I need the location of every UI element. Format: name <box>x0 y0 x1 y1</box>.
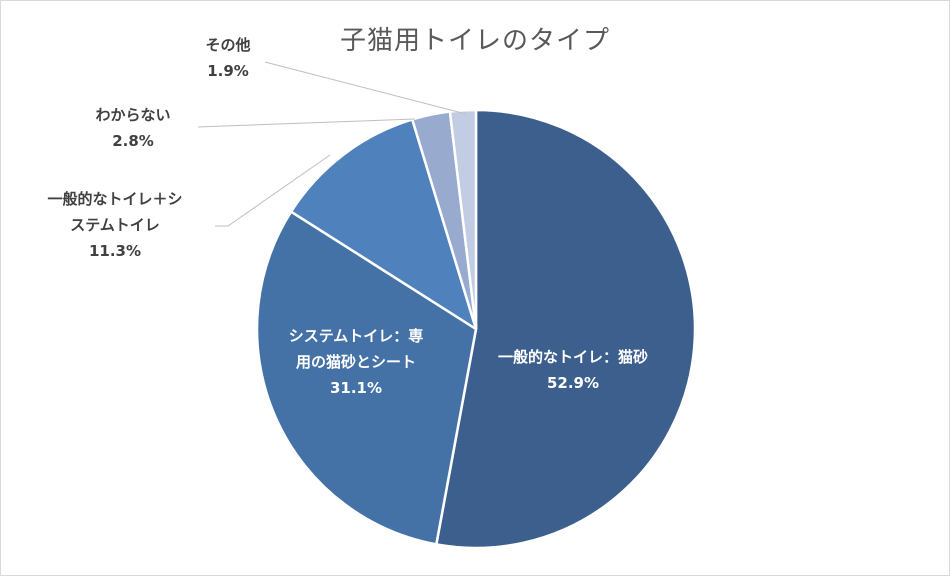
data-label-value: 2.8% <box>112 132 154 150</box>
data-label-3: 一般的なトイレ＋システムトイレ 11.3% <box>47 190 182 260</box>
data-label-category: システムトイレ：専 <box>289 327 424 345</box>
data-label-value: 1.9% <box>207 62 249 80</box>
leader-line-5 <box>264 61 467 115</box>
data-label-category: 一般的なトイレ＋シ <box>47 190 182 208</box>
data-label-5: その他 1.9% <box>205 36 250 80</box>
data-label-category: ステムトイレ <box>70 216 160 234</box>
pie-slice-3 <box>289 118 478 331</box>
leader-line-3 <box>215 154 331 227</box>
data-label-category: その他 <box>205 36 250 54</box>
chart-title: 子猫用トイレのタイプ <box>339 26 610 56</box>
data-label-1: 一般的なトイレ：猫砂 52.9% <box>498 348 648 392</box>
data-label-4: わからない 2.8% <box>95 106 170 150</box>
data-label-category: 用の猫砂とシート <box>296 353 416 371</box>
pie-slices <box>255 108 697 550</box>
data-label-value: 31.1% <box>330 379 382 397</box>
data-label-category: 一般的なトイレ：猫砂 <box>498 348 648 366</box>
pie-slice-5 <box>448 108 478 331</box>
data-labels: 一般的なトイレ：猫砂 52.9% システムトイレ：専用の猫砂とシート 31.1% 一般的… <box>47 36 648 397</box>
data-label-2: システムトイレ：専用の猫砂とシート 31.1% <box>289 327 424 397</box>
data-label-value: 52.9% <box>547 374 599 392</box>
data-label-category: わからない <box>95 106 170 124</box>
pie-slice-1 <box>435 108 697 550</box>
data-label-value: 11.3% <box>89 242 141 260</box>
leader-line-4 <box>197 118 416 128</box>
leader-lines <box>197 61 467 227</box>
